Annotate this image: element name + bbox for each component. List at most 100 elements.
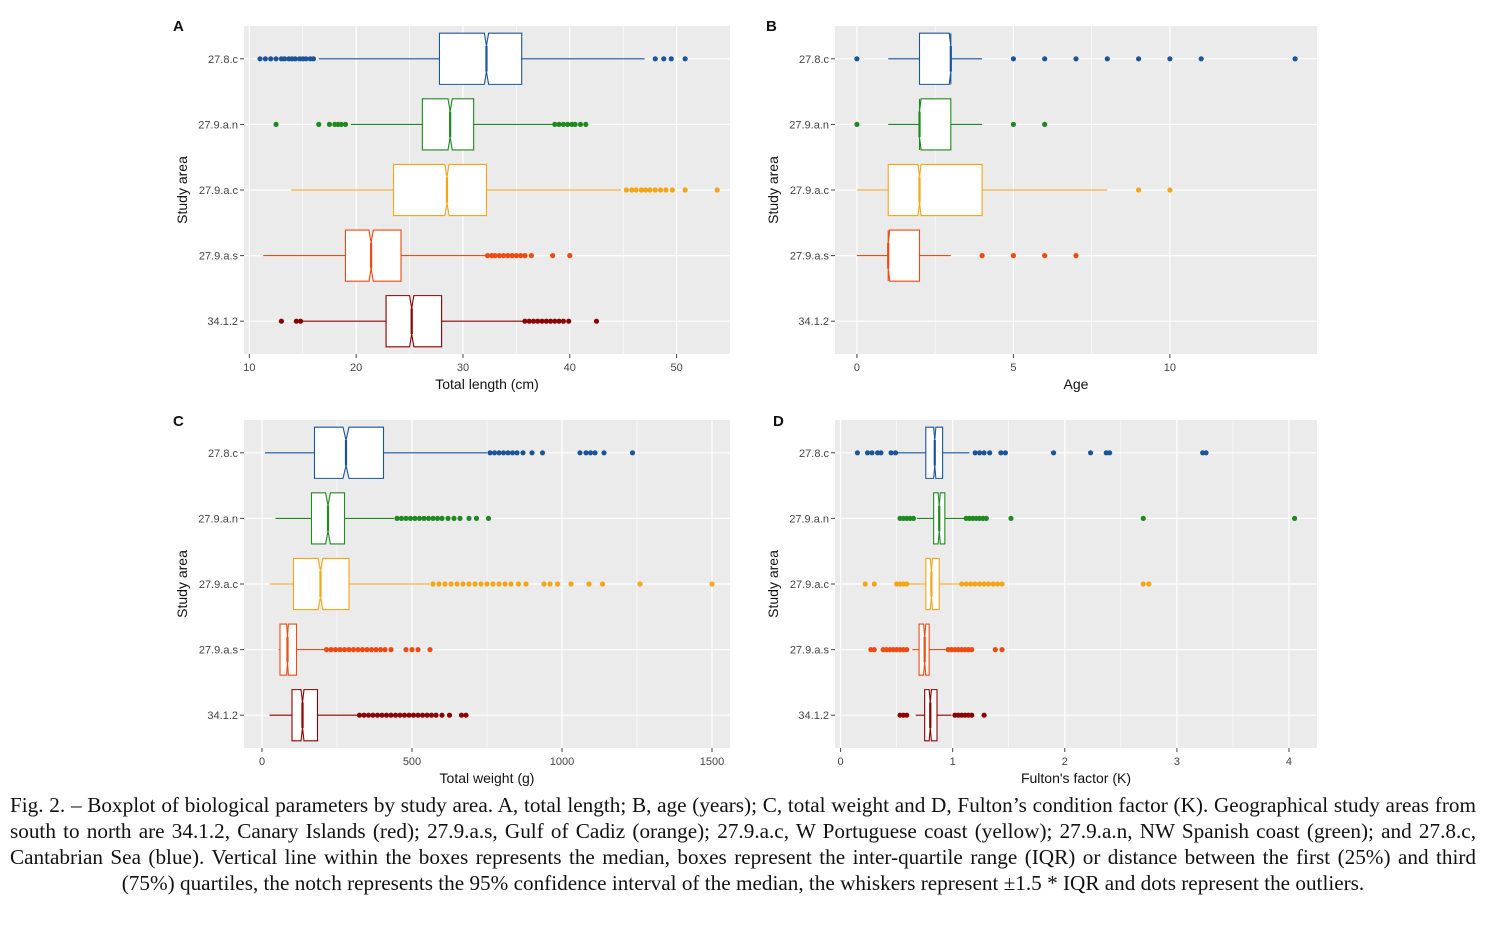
outlier-point: [556, 318, 562, 324]
box-27.8.c: [257, 32, 688, 85]
outlier-point: [487, 450, 493, 456]
y-tick-label: 27.8.c: [799, 448, 829, 460]
x-tick-label: 1000: [550, 756, 574, 768]
outlier-point: [361, 712, 367, 718]
outlier-point: [496, 581, 502, 587]
outlier-point: [593, 318, 600, 324]
y-axis-title: Study area: [174, 550, 190, 618]
outlier-point: [398, 515, 405, 522]
outlier-point: [568, 581, 574, 587]
outlier-point: [1146, 581, 1152, 587]
box-body: [887, 229, 921, 282]
outlier-point: [633, 187, 639, 193]
x-tick-label: 1: [950, 756, 956, 768]
outlier-point: [383, 712, 390, 718]
box-body: [918, 98, 952, 151]
outlier-point: [472, 581, 478, 587]
outlier-point: [415, 647, 421, 653]
box-body: [344, 229, 402, 282]
y-tick-label: 27.9.a.c: [199, 579, 239, 591]
outlier-point: [388, 712, 394, 718]
figure-caption: Fig. 2. – Boxplot of biological paramete…: [10, 793, 1476, 895]
outlier-point: [560, 121, 566, 127]
outlier-point: [520, 450, 526, 456]
x-tick-label: 40: [564, 362, 576, 374]
outlier-point: [332, 647, 339, 653]
outlier-point: [1198, 56, 1204, 62]
outlier-point: [638, 187, 644, 193]
outlier-point: [682, 56, 688, 62]
outlier-point: [601, 450, 607, 456]
outlier-point: [382, 647, 388, 653]
y-tick-label: 34.1.2: [798, 710, 829, 722]
outlier-point: [485, 515, 492, 522]
y-tick-label: 34.1.2: [207, 710, 238, 722]
outlier-point: [463, 712, 469, 718]
outlier-point: [904, 712, 910, 718]
outlier-point: [281, 56, 288, 62]
outlier-point: [554, 581, 561, 587]
outlier-point: [888, 450, 894, 456]
outlier-point: [522, 253, 528, 259]
x-tick-label: 5: [1010, 362, 1016, 374]
outlier-point: [586, 581, 592, 587]
x-tick-label: 500: [403, 756, 421, 768]
outlier-point: [523, 581, 529, 587]
outlier-point: [990, 581, 996, 587]
outlier-point: [500, 450, 507, 456]
box-27.9.a.c: [269, 557, 715, 611]
outlier-point: [273, 121, 279, 127]
outlier-point: [379, 712, 385, 718]
panel-d: 0 1 2 3 4 27.8.c 27.9.a.n 27.9.a.c 27.9.a.s 34.1.…: [765, 413, 1317, 786]
outlier-point: [963, 581, 969, 587]
outlier-point: [466, 515, 472, 522]
y-tick-label: 27.9.a.s: [199, 251, 239, 263]
x-tick-label: 0: [854, 362, 860, 374]
outlier-point: [505, 253, 511, 259]
outlier-point: [592, 450, 598, 456]
y-tick-label: 34.1.2: [207, 316, 238, 328]
outlier-point: [457, 515, 463, 522]
outlier-point: [401, 712, 408, 718]
y-tick-label: 27.8.c: [208, 54, 238, 66]
box-27.9.a.s: [263, 229, 573, 282]
outlier-point: [492, 253, 498, 259]
outlier-point: [904, 581, 910, 587]
outlier-point: [406, 712, 412, 718]
outlier-point: [652, 187, 658, 193]
y-tick-label: 27.9.a.c: [790, 185, 830, 197]
outlier-point: [1167, 187, 1173, 193]
outlier-point: [409, 647, 415, 653]
box-34.1.2: [269, 689, 469, 742]
outlier-point: [968, 581, 974, 587]
outlier-point: [316, 121, 322, 127]
outlier-point: [972, 581, 978, 587]
x-axis-title: Fulton's factor (K): [1021, 770, 1131, 786]
outlier-point: [416, 515, 423, 522]
outlier-point: [878, 450, 884, 456]
outlier-point: [425, 515, 432, 522]
outlier-point: [370, 712, 376, 718]
outlier-point: [346, 647, 352, 653]
box-27.9.a.n: [275, 492, 492, 545]
outlier-point: [439, 712, 445, 718]
outlier-point: [977, 581, 983, 587]
outlier-point: [484, 253, 491, 259]
outlier-point: [397, 712, 403, 718]
outlier-point: [377, 647, 384, 653]
outlier-point: [388, 647, 394, 653]
panel-c: 0 500 1000 1500 27.8.c 27.9.a.n 27.9.a.c 27.9.a…: [173, 413, 730, 786]
outlier-point: [522, 318, 528, 324]
outlier-point: [505, 450, 511, 456]
outlier-point: [969, 712, 975, 718]
outlier-point: [341, 647, 348, 653]
outlier-point: [643, 187, 649, 193]
outlier-point: [983, 515, 989, 522]
x-axis-title: Total length (cm): [435, 376, 538, 392]
outlier-point: [328, 647, 334, 653]
box-27.9.a.s: [856, 229, 1079, 282]
box-27.9.a.n: [897, 492, 1298, 545]
box-body: [887, 163, 983, 217]
outlier-point: [496, 253, 502, 259]
outlier-point: [1042, 253, 1048, 259]
